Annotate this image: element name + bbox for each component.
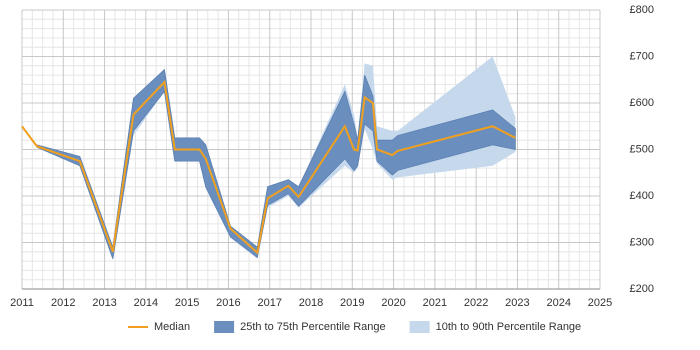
x-tick-label: 2020 [381,297,405,309]
y-tick-label: £400 [630,190,654,202]
x-tick-label: 2014 [134,297,158,309]
y-tick-label: £600 [630,97,654,109]
x-tick-label: 2011 [10,297,34,309]
y-tick-label: £300 [630,236,654,248]
x-tick-label: 2022 [464,297,488,309]
x-tick-label: 2017 [257,297,281,309]
legend-label: Median [154,321,190,333]
legend-label: 25th to 75th Percentile Range [240,321,386,333]
x-tick-label: 2019 [340,297,364,309]
x-tick-label: 2024 [546,297,570,309]
y-tick-label: £700 [630,50,654,62]
x-tick-label: 2015 [175,297,199,309]
y-tick-label: £800 [630,4,654,16]
x-tick-label: 2025 [588,297,612,309]
legend-swatch [214,321,235,333]
median-line [21,79,516,255]
legend-label: 10th to 90th Percentile Range [436,321,582,333]
x-tick-label: 2012 [51,297,75,309]
y-tick-label: £500 [630,143,654,155]
y-tick-label: £200 [630,283,654,295]
x-tick-label: 2016 [216,297,240,309]
range-band [36,68,516,259]
x-tick-label: 2018 [299,297,323,309]
x-tick-label: 2023 [505,297,529,309]
legend-swatch [409,321,430,333]
x-tick-label: 2013 [92,297,116,309]
x-tick-label: 2021 [423,297,447,309]
